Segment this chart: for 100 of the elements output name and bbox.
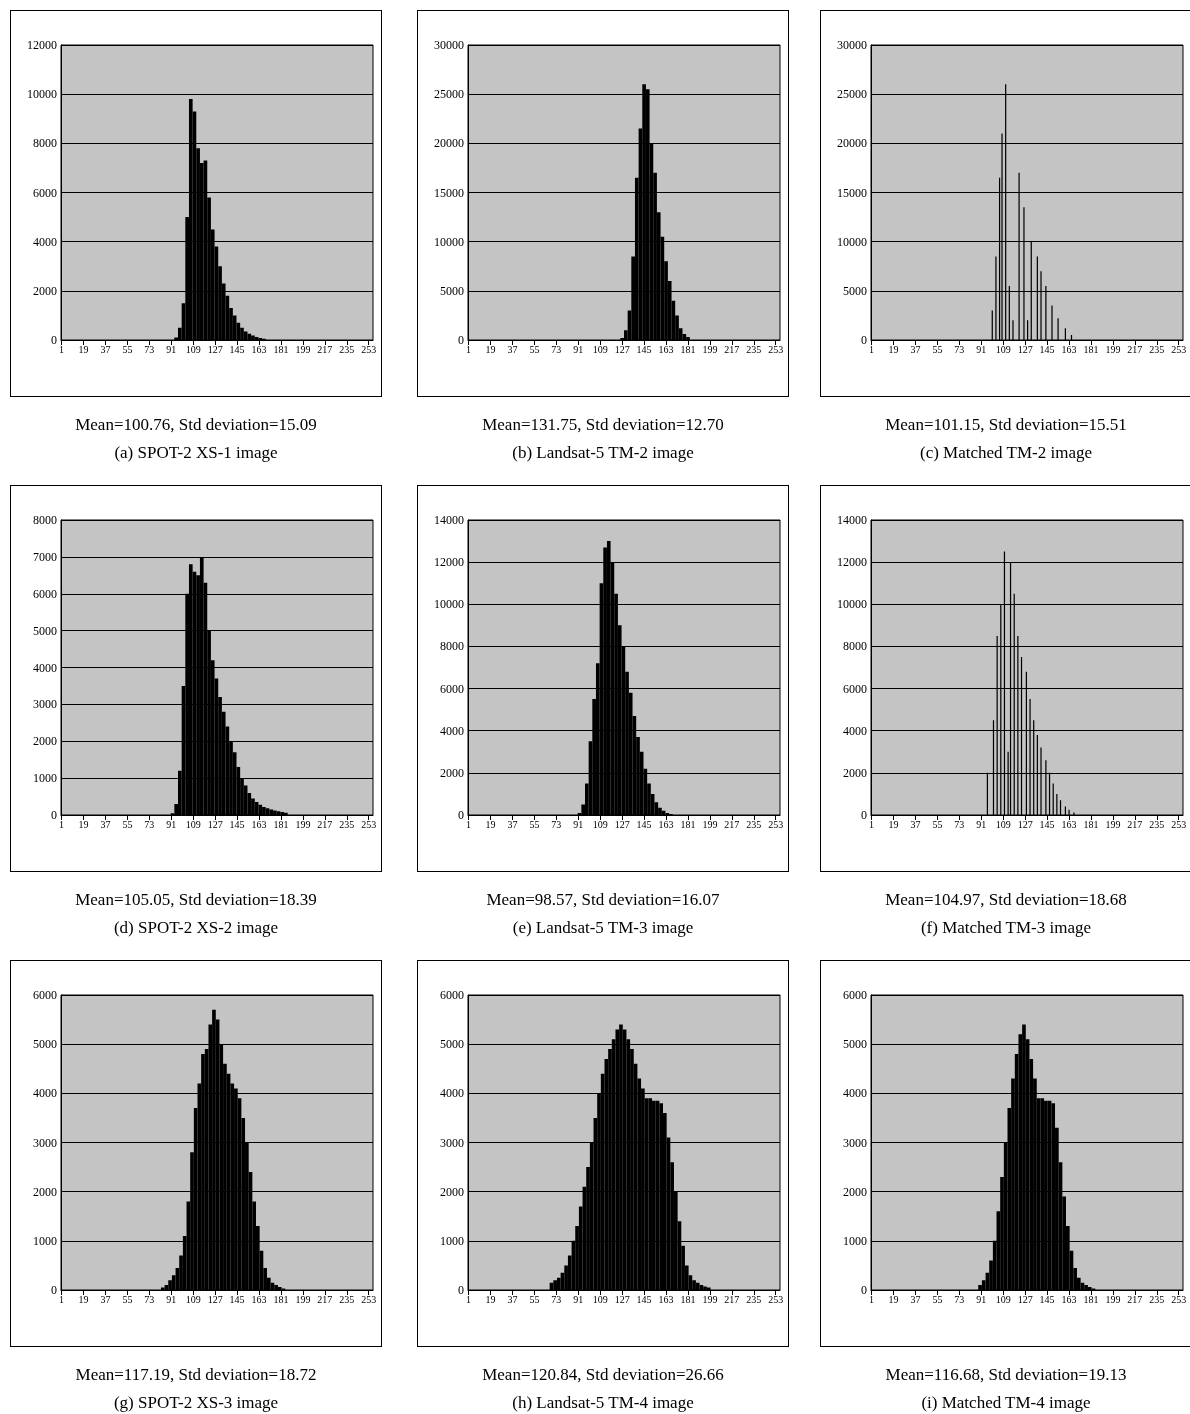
x-tick-label: 37	[910, 818, 921, 830]
x-tick-label: 37	[507, 818, 518, 830]
x-tick-label: 145	[229, 1293, 245, 1305]
y-tick-label: 6000	[440, 681, 464, 696]
x-tick-label: 37	[100, 818, 111, 830]
x-tick-label: 217	[724, 1293, 740, 1305]
x-tick-label: 127	[1017, 343, 1033, 355]
x-tick-label: 199	[295, 343, 311, 355]
x-tick-label: 253	[361, 1293, 377, 1305]
y-tick-label: 12000	[27, 38, 57, 52]
y-tick-label: 10000	[434, 597, 464, 612]
x-tick-label: 73	[551, 1293, 562, 1305]
x-tick-label: 73	[551, 818, 562, 830]
y-tick-label: 6000	[33, 988, 57, 1002]
x-tick-label: 127	[1017, 1293, 1033, 1305]
text: (g) SPOT-2 XS-3 image	[112, 1392, 280, 1414]
x-tick-label: 1	[59, 818, 65, 830]
x-tick-label: 55	[932, 1293, 943, 1305]
x-tick-label: 91	[166, 343, 177, 355]
x-tick-label: 145	[1039, 818, 1055, 830]
y-tick-label: 2000	[33, 283, 57, 298]
y-tick-label: 4000	[843, 1086, 867, 1101]
y-tick-label: 6000	[33, 586, 57, 601]
y-tick-label: 0	[861, 808, 867, 822]
y-tick-label: 10000	[837, 597, 867, 612]
x-tick-label: 19	[78, 1293, 89, 1305]
x-tick-label: 91	[166, 1293, 177, 1305]
x-tick-label: 109	[185, 343, 201, 355]
y-tick-label: 4000	[440, 1086, 464, 1101]
x-tick-label: 127	[614, 1293, 630, 1305]
y-tick-label: 15000	[837, 185, 867, 200]
x-tick-label: 127	[614, 818, 630, 830]
y-tick-label: 1000	[33, 1233, 57, 1248]
x-tick-label: 73	[144, 343, 155, 355]
y-tick-label: 30000	[434, 38, 464, 52]
text: (i) Matched TM-4 image	[920, 1392, 1092, 1414]
y-tick-label: 7000	[33, 549, 57, 564]
text: Mean=105.05, Std deviation=18.39	[74, 889, 318, 911]
x-tick-label: 217	[724, 343, 740, 355]
x-tick-label: 181	[1083, 1293, 1099, 1305]
y-tick-label: 2000	[843, 765, 867, 780]
x-tick-label: 235	[1149, 818, 1165, 830]
x-tick-label: 1	[869, 818, 875, 830]
y-tick-label: 0	[458, 333, 464, 347]
x-tick-label: 253	[768, 1293, 784, 1305]
x-tick-label: 199	[702, 818, 718, 830]
x-tick-label: 91	[976, 1293, 987, 1305]
x-tick-label: 73	[144, 818, 155, 830]
y-tick-label: 2000	[33, 1184, 57, 1199]
x-tick-label: 199	[1105, 1293, 1121, 1305]
x-tick-label: 37	[910, 343, 921, 355]
y-tick-label: 0	[51, 333, 57, 347]
x-tick-label: 199	[702, 343, 718, 355]
y-tick-label: 6000	[440, 988, 464, 1002]
y-tick-label: 12000	[434, 555, 464, 570]
y-tick-label: 10000	[27, 87, 57, 102]
y-tick-label: 4000	[440, 723, 464, 738]
x-tick-label: 199	[1105, 818, 1121, 830]
x-tick-label: 109	[995, 818, 1011, 830]
x-tick-label: 181	[273, 818, 289, 830]
y-tick-label: 1000	[843, 1233, 867, 1248]
x-tick-label: 181	[273, 1293, 289, 1305]
x-tick-label: 37	[507, 1293, 518, 1305]
x-tick-label: 55	[122, 1293, 133, 1305]
text: (e) Landsat-5 TM-3 image	[511, 917, 695, 939]
x-tick-label: 163	[658, 1293, 674, 1305]
x-tick-label: 253	[1171, 1293, 1187, 1305]
y-tick-label: 6000	[843, 988, 867, 1002]
y-tick-label: 5000	[843, 283, 867, 298]
x-tick-label: 181	[1083, 818, 1099, 830]
y-tick-label: 14000	[837, 513, 867, 527]
x-tick-label: 1	[466, 1293, 472, 1305]
x-tick-label: 55	[122, 343, 133, 355]
x-tick-label: 199	[1105, 343, 1121, 355]
y-tick-label: 0	[861, 1283, 867, 1297]
x-tick-label: 19	[888, 1293, 899, 1305]
x-tick-label: 127	[207, 343, 223, 355]
x-tick-label: 181	[680, 343, 696, 355]
y-tick-label: 0	[861, 333, 867, 347]
text: (c) Matched TM-2 image	[919, 442, 1093, 464]
y-tick-label: 20000	[434, 136, 464, 151]
x-tick-label: 217	[1127, 1293, 1143, 1305]
x-tick-label: 181	[273, 343, 289, 355]
x-tick-label: 145	[229, 818, 245, 830]
y-tick-label: 5000	[843, 1037, 867, 1052]
y-tick-label: 0	[458, 808, 464, 822]
x-tick-label: 1	[466, 818, 472, 830]
x-tick-label: 109	[592, 818, 608, 830]
x-tick-label: 145	[636, 343, 652, 355]
y-tick-label: 2000	[843, 1184, 867, 1199]
x-tick-label: 19	[78, 343, 89, 355]
x-tick-label: 1	[466, 343, 472, 355]
x-tick-label: 217	[317, 818, 333, 830]
x-tick-label: 217	[1127, 818, 1143, 830]
x-tick-label: 253	[361, 818, 377, 830]
x-tick-label: 37	[910, 1293, 921, 1305]
y-tick-label: 3000	[440, 1135, 464, 1150]
y-tick-label: 1000	[33, 771, 57, 786]
y-tick-label: 5000	[440, 283, 464, 298]
y-tick-label: 2000	[440, 1184, 464, 1199]
